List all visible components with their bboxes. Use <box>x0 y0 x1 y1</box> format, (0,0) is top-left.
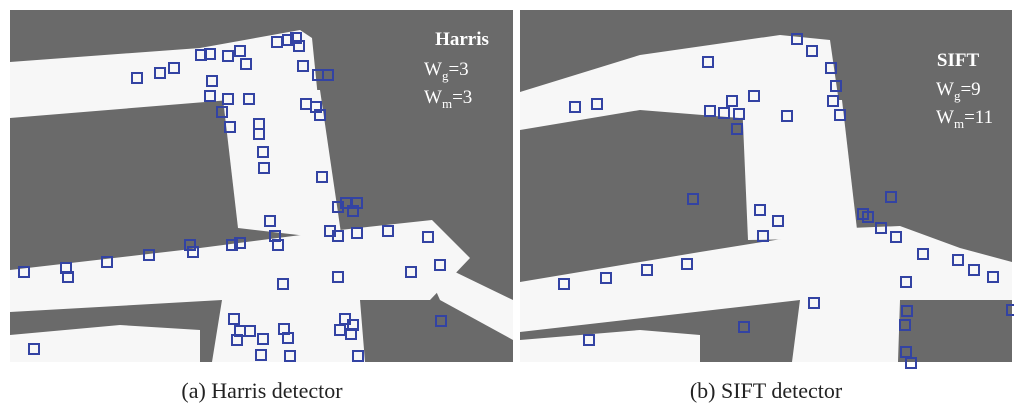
param-value: =9 <box>960 79 980 100</box>
param-subscript: m <box>954 116 964 131</box>
param-subscript: m <box>442 96 452 111</box>
detector-name: SIFT <box>937 50 980 71</box>
param-value: =11 <box>964 107 993 128</box>
parameter: Wm=11 <box>936 107 993 131</box>
param-value: =3 <box>452 87 472 108</box>
figure: Harris Wg=3 Wm=3 SIFT Wg=9 Wm=11 (a) Har… <box>0 0 1014 413</box>
detector-name: Harris <box>435 29 489 50</box>
panel-b: SIFT Wg=9 Wm=11 <box>520 10 1014 368</box>
panel-a: Harris Wg=3 Wm=3 <box>10 10 513 362</box>
param-symbol: W <box>936 79 954 100</box>
param-symbol: W <box>424 87 442 108</box>
param-value: =3 <box>448 59 468 80</box>
caption: (b) SIFT detector <box>690 378 843 403</box>
param-symbol: W <box>424 59 442 80</box>
caption: (a) Harris detector <box>181 378 343 403</box>
param-symbol: W <box>936 107 954 128</box>
